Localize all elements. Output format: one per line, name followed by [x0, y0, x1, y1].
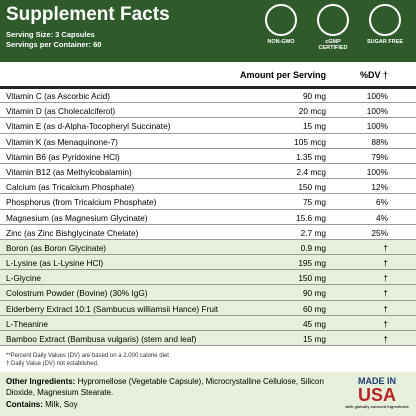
- serving-size: Serving Size: 3 Capsules: [6, 30, 95, 39]
- nutrient-name: Magnesium (as Magnesium Glycinate): [6, 212, 148, 223]
- nutrient-name: Colostrum Powder (Bovine) (30% IgG): [6, 288, 148, 299]
- daily-value: †: [383, 288, 388, 299]
- label: Contains:: [6, 400, 43, 409]
- nutrient-name: Bamboo Extract (Bambusa vulgaris) (stem …: [6, 334, 197, 344]
- usa-line: USA: [357, 385, 396, 405]
- badge-label: cGMP CERTIFIED: [318, 39, 348, 51]
- text: Hypromellose (Vegetable Capsule), Microc…: [6, 377, 324, 397]
- daily-value: †: [383, 273, 388, 284]
- table-body: Vitamin C (as Ascorbic Acid) 90 mg 100% Vit…: [0, 88, 416, 347]
- daily-value: 100%: [366, 166, 388, 177]
- nutrient-name: Vitamin E (as d-Alpha-Tocopheryl Succina…: [6, 121, 171, 132]
- daily-value: 6%: [376, 197, 388, 208]
- nutrient-name: Vitamin B6 (as Pyridoxine HCl): [6, 151, 120, 162]
- table-row: Magnesium (as Magnesium Glycinate) 15.6 m…: [0, 210, 416, 225]
- table-row: Elderberry Extract 10:1 (Sambucus willia…: [0, 300, 416, 316]
- table-row: Vitamin B12 (as Methylcobalamin) 2.4 mcg 1…: [0, 164, 416, 180]
- daily-value: 88%: [371, 136, 388, 147]
- nutrient-name: L-Glycine: [6, 273, 42, 284]
- daily-value: †: [383, 258, 388, 269]
- daily-value: †: [383, 303, 388, 314]
- table-row: Vitamin E (as d-Alpha-Tocopheryl Succina…: [0, 118, 416, 134]
- table-row: Phosphorus (from Tricalcium Phosphate) 75…: [0, 194, 416, 210]
- nutrient-name: Phosphorus (from Tricalcium Phosphate): [6, 197, 157, 208]
- table-row: L-Theanine 45 mg †: [0, 315, 416, 331]
- usa-line: with globally sourced ingredients: [345, 404, 409, 409]
- daily-value: 4%: [376, 212, 388, 223]
- label: Other Ingredients:: [6, 377, 76, 386]
- footnote: **Percent Daily Values (DV) are based on…: [6, 353, 169, 359]
- amount: 15 mg: [302, 334, 326, 344]
- amount: 2.4 mcg: [296, 166, 326, 177]
- table-row: Vitamin K (as Menaquinone-7) 105 mcg 88%: [0, 134, 416, 149]
- nutrient-name: Vitamin C (as Ascorbic Acid): [6, 91, 111, 101]
- servings-per-container: Servings per Container: 60: [6, 40, 102, 49]
- amount: 15 mg: [302, 121, 326, 132]
- footnotes: **Percent Daily Values (DV) are based on…: [6, 352, 169, 368]
- other-ingredients: Other Ingredients: Hypromellose (Vegetab…: [6, 376, 326, 398]
- amount: 90 mg: [302, 91, 326, 101]
- amount: 150 mg: [298, 273, 326, 284]
- daily-value: †: [383, 334, 388, 344]
- badge: NON-GMO: [258, 4, 304, 45]
- table-header: Amount per Serving %DV †: [0, 66, 416, 89]
- nutrient-name: L-Lysine (as L-Lysine HCl): [6, 258, 104, 269]
- nutrient-name: Vitamin D (as Cholecalciferol): [6, 106, 116, 117]
- daily-value: †: [383, 318, 388, 329]
- nutrient-name: Calcium (as Tricalcium Phosphate): [6, 182, 135, 193]
- daily-value: 100%: [366, 121, 388, 132]
- badge-label: NON-GMO: [267, 39, 295, 45]
- nutrient-name: L-Theanine: [6, 318, 48, 329]
- bottom-section: Other Ingredients: Hypromellose (Vegetab…: [0, 372, 416, 416]
- badge-label: SUGAR FREE: [366, 39, 404, 45]
- amount: 20 mcg: [298, 106, 326, 117]
- footnote: † Daily Value (DV) not established.: [6, 361, 99, 367]
- table-row: Vitamin D (as Cholecalciferol) 20 mcg 100%: [0, 103, 416, 119]
- nutrient-name: Elderberry Extract 10:1 (Sambucus willia…: [6, 303, 219, 314]
- amount: 90 mg: [302, 288, 326, 299]
- nutrient-name: Boron (as Boron Glycinate): [6, 242, 107, 253]
- table-row: Vitamin C (as Ascorbic Acid) 90 mg 100%: [0, 88, 416, 104]
- amount: 15.6 mg: [296, 212, 326, 223]
- nutrient-name: Vitamin B12 (as Methylcobalamin): [6, 166, 132, 177]
- amount: 2.7 mg: [300, 227, 326, 238]
- daily-value: 79%: [371, 151, 388, 162]
- amount: 75 mg: [302, 197, 326, 208]
- table-row: Colostrum Powder (Bovine) (30% IgG) 90 mg…: [0, 285, 416, 301]
- header: Supplement Facts Serving Size: 3 Capsule…: [0, 0, 416, 62]
- column-header: Amount per Serving: [239, 70, 326, 80]
- amount: 60 mg: [302, 303, 326, 314]
- contains: Contains: Milk, Soy: [6, 400, 78, 409]
- table-row: Zinc (as Zinc Bishglycinate Chelate) 2.7 …: [0, 225, 416, 240]
- amount: 105 mcg: [294, 136, 326, 147]
- badge: cGMP CERTIFIED: [310, 4, 356, 51]
- badge: SUGAR FREE: [362, 4, 408, 45]
- table-row: Boron (as Boron Glycinate) 0.9 mg †: [0, 239, 416, 256]
- daily-value: †: [383, 242, 388, 253]
- nutrient-name: Zinc (as Zinc Bishglycinate Chelate): [6, 227, 139, 238]
- daily-value: 100%: [366, 91, 388, 101]
- column-header: %DV †: [359, 70, 388, 80]
- table-row: L-Glycine 150 mg †: [0, 270, 416, 286]
- amount: 150 mg: [298, 182, 326, 193]
- amount: 1.35 mg: [296, 151, 326, 162]
- table-row: L-Lysine (as L-Lysine HCl) 195 mg †: [0, 255, 416, 271]
- amount: 0.9 mg: [300, 242, 326, 253]
- amount: 195 mg: [298, 258, 326, 269]
- nutrient-name: Vitamin K (as Menaquinone-7): [6, 136, 118, 147]
- usa-line: MADE IN: [358, 376, 396, 386]
- table-row: Calcium (as Tricalcium Phosphate) 150 mg 1…: [0, 179, 416, 195]
- daily-value: 100%: [366, 106, 388, 117]
- daily-value: 25%: [371, 227, 388, 238]
- table-row: Bamboo Extract (Bambusa vulgaris) (stem …: [0, 331, 416, 347]
- title: Supplement Facts: [6, 4, 170, 25]
- table-row: Vitamin B6 (as Pyridoxine HCl) 1.35 mg 79%: [0, 149, 416, 164]
- text: Milk, Soy: [45, 400, 78, 409]
- made-in-usa: MADE IN USA with globally sourced ingred…: [344, 376, 410, 409]
- amount: 45 mg: [302, 318, 326, 329]
- daily-value: 12%: [371, 182, 388, 193]
